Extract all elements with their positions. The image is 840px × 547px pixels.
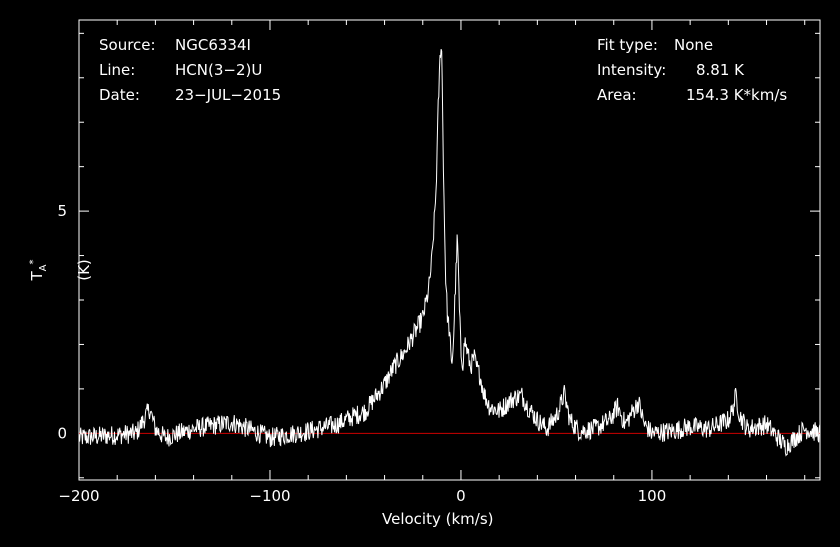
- fit-type-label: Fit type:: [597, 36, 658, 54]
- date-value: 23−JUL−2015: [175, 86, 282, 104]
- x-tick-label: −100: [249, 487, 290, 505]
- source-label: Source:: [99, 36, 156, 54]
- plot-frame: [78, 19, 821, 481]
- area-value: 154.3 K*km/s: [686, 86, 788, 104]
- x-tick-label: 0: [456, 487, 466, 505]
- x-tick-label: −200: [58, 487, 99, 505]
- area-label: Area:: [597, 86, 637, 104]
- y-tick-label: 5: [57, 202, 67, 220]
- y-tick-label: 0: [57, 424, 67, 442]
- date-label: Date:: [99, 86, 140, 104]
- line-label: Line:: [99, 61, 136, 79]
- line-value: HCN(3−2)U: [175, 61, 263, 79]
- spectrum-line: [78, 48, 821, 457]
- intensity-value: 8.81 K: [696, 61, 745, 79]
- x-axis-label: Velocity (km/s): [382, 510, 494, 528]
- x-tick-label: 100: [638, 487, 667, 505]
- intensity-label: Intensity:: [597, 61, 667, 79]
- y-axis-label: TA* (K): [28, 259, 93, 281]
- source-value: NGC6334I: [175, 36, 251, 54]
- fit-type-value: None: [674, 36, 714, 54]
